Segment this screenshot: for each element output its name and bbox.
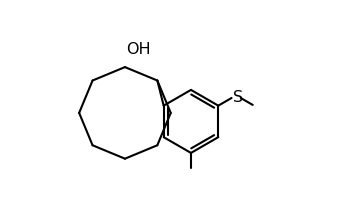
Text: OH: OH	[126, 42, 150, 57]
Text: S: S	[233, 91, 243, 105]
